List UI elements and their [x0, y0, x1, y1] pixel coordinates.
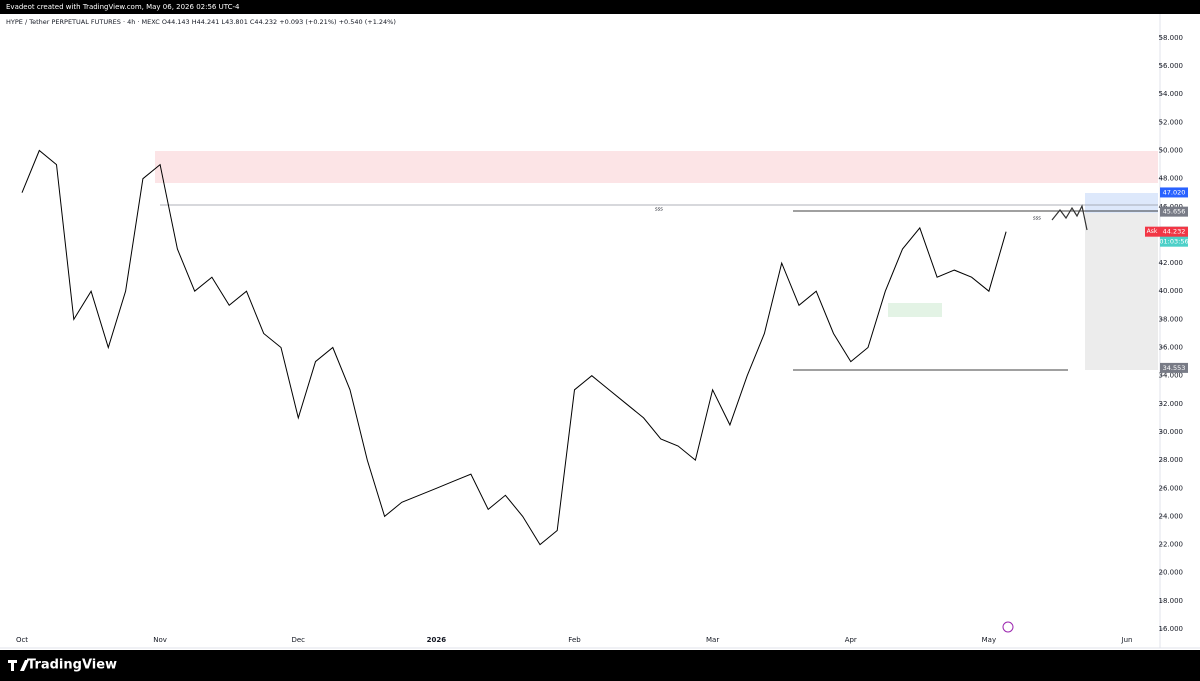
y-tick-label: 48.000	[1159, 175, 1184, 183]
y-tick-label: 20.000	[1159, 569, 1184, 577]
y-tick-label: 24.000	[1159, 512, 1184, 520]
top-bar	[0, 0, 1200, 14]
price-label: 45.656	[1163, 208, 1186, 216]
logo	[8, 660, 29, 671]
y-tick-label: 52.000	[1159, 118, 1184, 126]
projection-path	[1051, 204, 1088, 231]
y-tick-label: 50.000	[1159, 147, 1184, 155]
chart-title: HYPE / Tether PERPETUAL FUTURES · 4h · M…	[6, 18, 396, 26]
ask-tag-bg	[1145, 226, 1160, 237]
y-tick-label: 30.000	[1159, 428, 1184, 436]
countdown: 01:03:56	[1159, 238, 1188, 246]
demand-zone	[888, 303, 942, 317]
y-tick-label: 38.000	[1159, 315, 1184, 323]
footer: TradingView	[27, 658, 117, 673]
y-tick-label: 22.000	[1159, 541, 1184, 549]
price-label: 34.553	[1163, 364, 1186, 372]
x-tick-label: 2026	[427, 636, 447, 644]
y-tick-label: 28.000	[1159, 456, 1184, 464]
y-tick-label: 36.000	[1159, 344, 1184, 352]
supply-zone	[155, 151, 1158, 183]
price-line	[21, 149, 1007, 546]
price-label-bg	[1160, 362, 1188, 373]
x-tick-label: Jun	[1121, 636, 1133, 644]
y-tick-label: 32.000	[1159, 400, 1184, 408]
bottom-bar	[0, 650, 1200, 681]
x-tick-label: Nov	[153, 636, 167, 644]
annotation: sss	[1033, 216, 1041, 222]
plot: 16.000 18.000 20.000 22.000 24.000 26.000 28.0…	[0, 14, 1200, 649]
y-tick-label: 54.000	[1159, 90, 1184, 98]
ask-tag: Ask	[1147, 228, 1158, 235]
y-tick-label: 34.000	[1159, 372, 1184, 380]
y-tick-label: 26.000	[1159, 484, 1184, 492]
annotation: sss	[655, 207, 663, 213]
x-tick-label: May	[982, 636, 996, 644]
x-tick-label: Feb	[568, 636, 581, 644]
y-tick-label: 56.000	[1159, 62, 1184, 70]
price-label-bg	[1160, 187, 1188, 198]
y-tick-label: 40.000	[1159, 287, 1184, 295]
y-tick-label: 42.000	[1159, 259, 1184, 267]
last-price-label: 44.232	[1163, 228, 1186, 236]
price-label-bg	[1160, 206, 1188, 217]
last-price-top	[1160, 226, 1188, 237]
stop-zone	[1085, 213, 1158, 370]
x-tick-label: Oct	[16, 636, 28, 644]
x-tick-label: Dec	[291, 636, 305, 644]
x-tick-label: Mar	[706, 636, 719, 644]
event-icon	[1002, 621, 1014, 633]
price-label: 47.020	[1163, 188, 1186, 196]
y-tick-label: 16.000	[1159, 625, 1184, 633]
y-tick-label: 58.000	[1159, 34, 1184, 42]
header: Evadeot created with TradingView.com, Ma…	[6, 3, 240, 11]
x-tick-label: Apr	[845, 636, 857, 644]
y-tick-label: 18.000	[1159, 597, 1184, 605]
target-zone	[1085, 193, 1158, 213]
